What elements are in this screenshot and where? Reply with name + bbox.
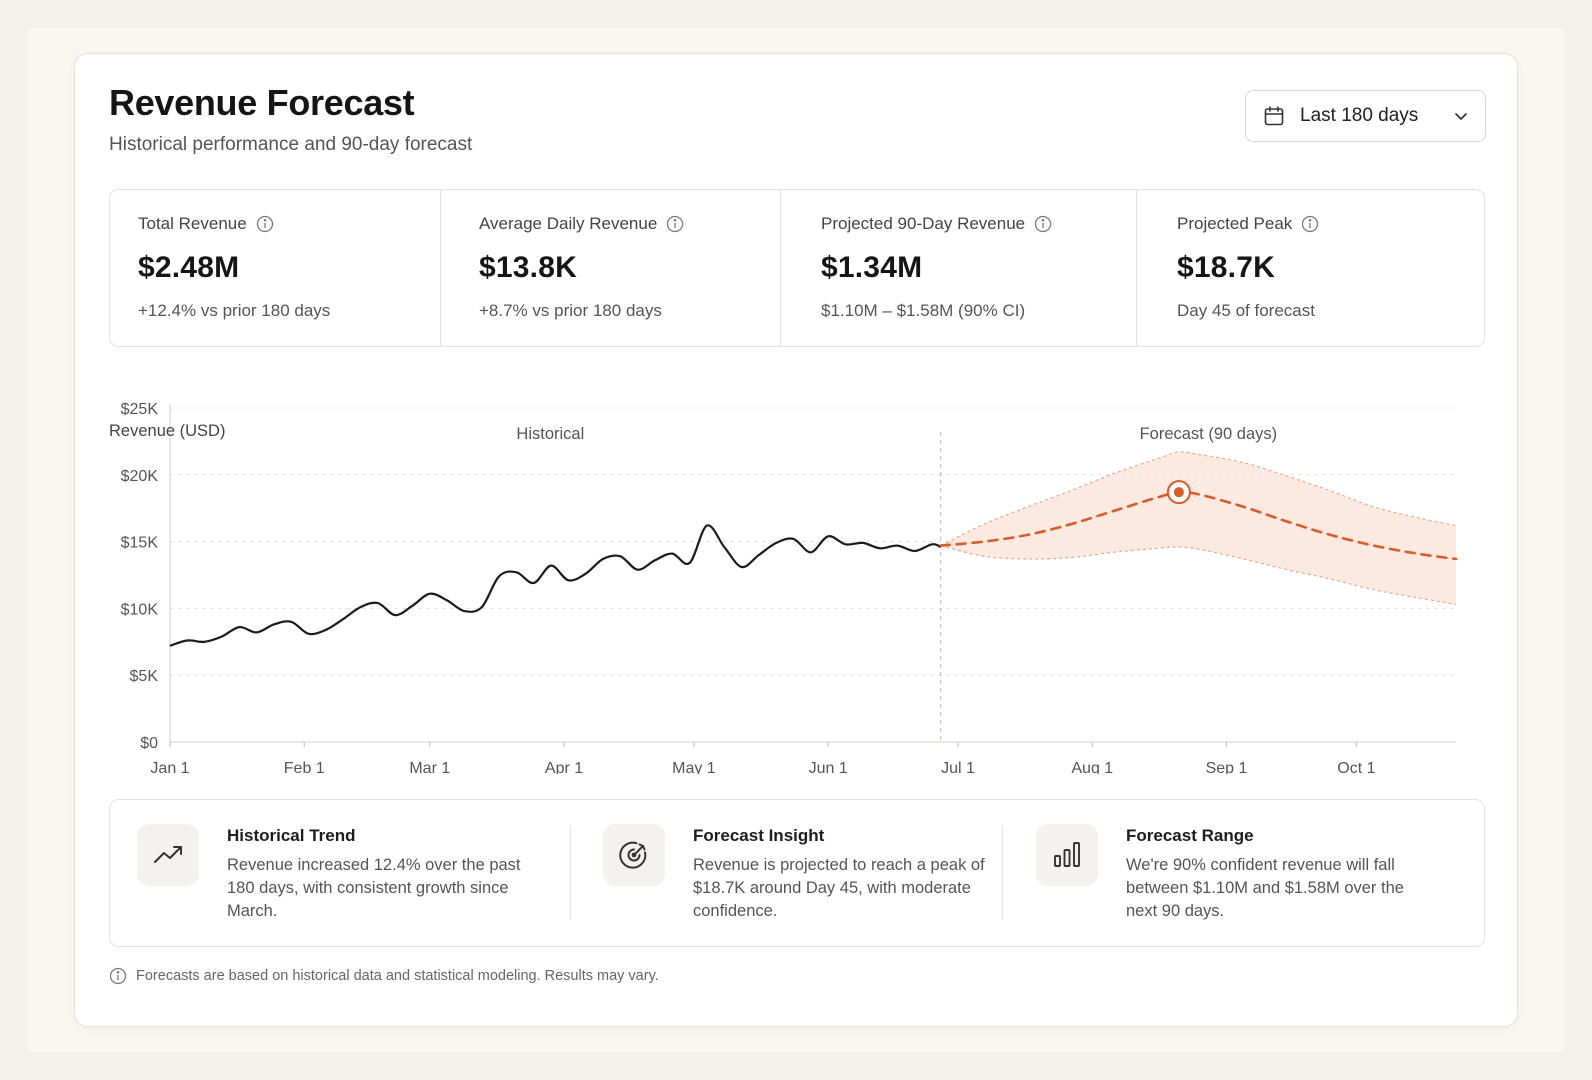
calendar-icon	[1262, 104, 1286, 128]
y-tick-label: $10K	[121, 601, 159, 618]
insight-forecast-insight: Forecast Insight Revenue is projected to…	[603, 824, 1043, 924]
insight-text: Revenue is projected to reach a peak of …	[693, 856, 985, 920]
info-icon[interactable]	[256, 215, 274, 233]
y-tick-label: $5K	[130, 668, 159, 685]
date-range-value: Last 180 days	[1300, 105, 1419, 126]
x-tick-label: Apr 1	[545, 760, 583, 774]
page-subtitle: Historical performance and 90-day foreca…	[109, 134, 473, 155]
insight-divider	[1002, 826, 1003, 920]
insight-title: Forecast Range	[1126, 826, 1254, 845]
y-tick-label: $15K	[121, 535, 159, 552]
kpi-delta: +8.7% vs prior 180 days	[479, 301, 662, 320]
kpi-value: $13.8K	[479, 251, 577, 284]
y-tick-label: $0	[140, 735, 158, 752]
x-tick-label: May 1	[672, 760, 716, 774]
y-tick-label: $25K	[121, 401, 159, 418]
x-tick-label: Sep 1	[1206, 760, 1248, 774]
insight-title: Historical Trend	[227, 826, 356, 845]
info-icon[interactable]	[666, 215, 684, 233]
section-label-forecast: Forecast (90 days)	[1140, 425, 1278, 443]
insight-forecast-range: Forecast Range We're 90% confident reven…	[1036, 824, 1476, 924]
band-upper-edge	[940, 451, 1457, 547]
kpi-peak-day: Day 45 of forecast	[1177, 301, 1315, 320]
peak-marker-dot	[1173, 487, 1184, 498]
kpi-value: $2.48M	[138, 251, 240, 284]
info-icon[interactable]	[1301, 215, 1319, 233]
x-tick-label: Mar 1	[409, 760, 450, 774]
footnote-text: Forecasts are based on historical data a…	[136, 968, 659, 984]
insight-historical-trend: Historical Trend Revenue increased 12.4%…	[137, 824, 577, 924]
page-title: Revenue Forecast	[109, 82, 415, 123]
kpi-value: $1.34M	[821, 251, 923, 284]
x-tick-label: Jan 1	[150, 760, 189, 774]
kpi-label: Projected 90-Day Revenue	[821, 214, 1026, 233]
band-lower-edge	[940, 545, 1457, 605]
kpi-projected-peak: Projected Peak $18.7K Day 45 of forecast	[1136, 190, 1484, 346]
kpi-delta: +12.4% vs prior 180 days	[138, 301, 331, 320]
kpi-label: Projected Peak	[1177, 214, 1293, 233]
section-label-historical: Historical	[516, 425, 584, 443]
insight-text: Revenue increased 12.4% over the past 18…	[227, 856, 521, 920]
revenue-chart: $0 $5K $10K $15K $20K $25K Jan 1 Feb 1 Mar 1 Apr …	[75, 354, 1519, 774]
historical-series-line	[169, 524, 942, 647]
insight-divider	[570, 826, 571, 920]
kpi-label: Total Revenue	[138, 214, 247, 233]
footnote: Forecasts are based on historical data a…	[109, 967, 659, 985]
chevron-down-icon	[1453, 108, 1469, 124]
y-tick-label: $20K	[121, 468, 159, 485]
revenue-forecast-card: Revenue Forecast Historical performance …	[74, 53, 1518, 1027]
insight-title: Forecast Insight	[693, 826, 825, 845]
kpi-strip: Total Revenue $2.48M +12.4% vs prior 180…	[109, 189, 1485, 347]
x-tick-label: Feb 1	[284, 760, 325, 774]
kpi-projected-90-day-revenue: Projected 90-Day Revenue $1.34M $1.10M –…	[780, 190, 1136, 346]
target-icon	[603, 824, 665, 886]
trend-up-icon	[137, 824, 199, 886]
kpi-range: $1.10M – $1.58M (90% CI)	[821, 301, 1026, 320]
x-tick-label: Jun 1	[809, 760, 848, 774]
kpi-total-revenue: Total Revenue $2.48M +12.4% vs prior 180…	[110, 190, 440, 346]
kpi-label: Average Daily Revenue	[479, 214, 658, 233]
info-icon[interactable]	[1034, 215, 1052, 233]
x-tick-label: Oct 1	[1337, 760, 1375, 774]
x-tick-label: Jul 1	[941, 760, 975, 774]
x-tick-label: Aug 1	[1071, 760, 1113, 774]
revenue-chart-svg: $0 $5K $10K $15K $20K $25K Jan 1 Feb 1 Mar 1 Apr …	[109, 401, 1458, 774]
date-range-select[interactable]: Last 180 days	[1245, 90, 1486, 142]
insights-panel: Historical Trend Revenue increased 12.4%…	[109, 799, 1485, 947]
y-axis-label: Revenue (USD)	[109, 422, 225, 440]
kpi-value: $18.7K	[1177, 251, 1275, 284]
kpi-average-daily-revenue: Average Daily Revenue $13.8K +8.7% vs pr…	[440, 190, 780, 346]
insight-text: We're 90% confident revenue will fall be…	[1126, 856, 1404, 920]
info-icon	[109, 967, 127, 985]
bar-chart-icon	[1036, 824, 1098, 886]
